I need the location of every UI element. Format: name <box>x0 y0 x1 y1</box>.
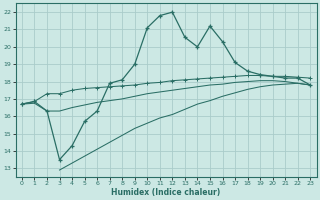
X-axis label: Humidex (Indice chaleur): Humidex (Indice chaleur) <box>111 188 221 197</box>
